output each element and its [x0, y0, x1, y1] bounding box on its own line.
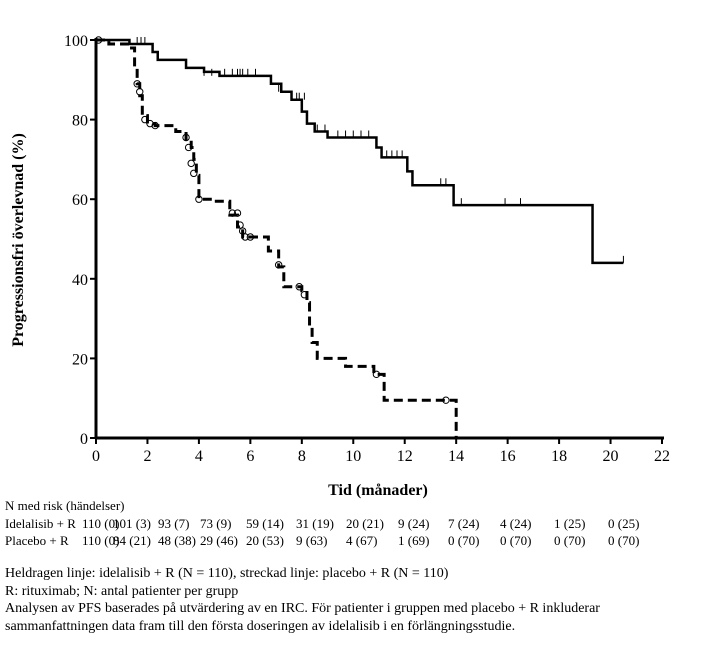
footnote-1: Heldragen linje: idelalisib + R (N = 110… [5, 566, 449, 581]
x-axis-title: Tid (månader) [328, 482, 428, 499]
risk-cell: 20 (53) [246, 533, 284, 548]
censor-mark-circle [146, 119, 154, 128]
risk-cell: 0 (70) [448, 533, 480, 548]
risk-cell: 9 (63) [296, 533, 328, 548]
risk-cell: 0 (70) [608, 533, 640, 548]
risk-cell: 1 (69) [398, 533, 430, 548]
censor-mark-circle [238, 227, 247, 235]
footnote-4: sammanfattningen data fram till den förs… [5, 619, 516, 634]
x-tick-label: 0 [92, 448, 100, 465]
censor-mark-circle [190, 169, 198, 178]
risk-row-label: Idelalisib + R [5, 516, 76, 531]
x-tick-label: 16 [500, 448, 516, 465]
risk-cell: 73 (9) [200, 516, 232, 531]
risk-cell: 9 (24) [398, 516, 430, 531]
risk-cell: 20 (21) [346, 516, 384, 531]
risk-cell: 110 (0) [82, 533, 120, 548]
risk-row-label: Placebo + R [5, 533, 69, 548]
censor-mark-circle [241, 233, 249, 241]
censor-mark-circle [246, 233, 255, 241]
x-tick-label: 14 [448, 448, 464, 465]
censor-mark-circle [233, 209, 242, 217]
x-tick-label: 8 [298, 448, 306, 465]
risk-cell: 110 (0) [82, 516, 120, 531]
y-tick-label: 40 [72, 272, 88, 289]
y-tick-label: 20 [72, 351, 88, 368]
censor-mark-circle [295, 283, 303, 291]
y-tick-label: 0 [80, 431, 88, 448]
curves [94, 36, 624, 438]
risk-cell: 101 (3) [113, 516, 151, 531]
risk-cell: 4 (24) [500, 516, 532, 531]
risk-cell: 0 (70) [554, 533, 586, 548]
risk-cell: 31 (19) [296, 516, 334, 531]
risk-cell: 1 (25) [554, 516, 586, 531]
censor-mark-circle [274, 261, 283, 269]
km-chart: 0 2 4 6 8 10 12 14 16 18 20 22 0 20 40 60 80 100 Tid (mån… [10, 33, 670, 499]
censor-mark-circle [141, 115, 149, 124]
risk-cell: 48 (38) [158, 533, 196, 548]
censor-mark-circle [187, 159, 195, 168]
x-tick-label: 6 [246, 448, 254, 465]
censor-mark-circle [94, 36, 103, 44]
risk-cell: 0 (25) [608, 516, 640, 531]
censor-mark-circle [300, 291, 309, 299]
censor-mark-circle [182, 133, 190, 142]
x-tick-label: 22 [654, 448, 670, 465]
x-tick-label: 4 [195, 448, 203, 465]
x-tick-label: 10 [345, 448, 361, 465]
km-curve-idelalisib [96, 38, 624, 265]
y-tick-label: 60 [72, 192, 88, 209]
censor-mark-circle [372, 370, 381, 379]
y-tick-label: 100 [64, 33, 88, 50]
censor-mark-circle [442, 396, 450, 404]
risk-cell: 7 (24) [448, 516, 480, 531]
x-tick-label: 2 [143, 448, 151, 465]
censor-mark-circle [151, 121, 159, 130]
censor-mark-circle [195, 195, 203, 203]
risk-cell: 4 (67) [346, 533, 378, 548]
y-axis-title: Progressionsfri överlevnad (%) [10, 133, 27, 347]
x-tick-label: 12 [397, 448, 413, 465]
risk-cell: 0 (70) [500, 533, 532, 548]
risk-table-title: N med risk (händelser) [5, 498, 125, 513]
censor-mark-circle [228, 209, 237, 217]
x-tick-label: 20 [603, 448, 619, 465]
risk-cell: 29 (46) [200, 533, 238, 548]
risk-cell: 59 (14) [246, 516, 284, 531]
censor-mark-circle [136, 88, 144, 96]
footnote-3: Analysen av PFS baserades på utvärdering… [5, 601, 600, 616]
footnote-2: R: rituximab; N: antal patienter per gru… [5, 584, 239, 599]
y-tick-label: 80 [72, 113, 88, 130]
axes: 0 2 4 6 8 10 12 14 16 18 20 22 0 20 40 60 80 100 [64, 33, 670, 465]
risk-cell: 93 (7) [158, 516, 190, 531]
censor-mark-circle [184, 143, 193, 152]
x-tick-label: 18 [551, 448, 567, 465]
risk-cell: 84 (21) [113, 533, 151, 548]
km-curve-placebo [96, 38, 458, 438]
censor-mark-circle [236, 221, 244, 229]
censor-mark-circle [133, 80, 141, 88]
